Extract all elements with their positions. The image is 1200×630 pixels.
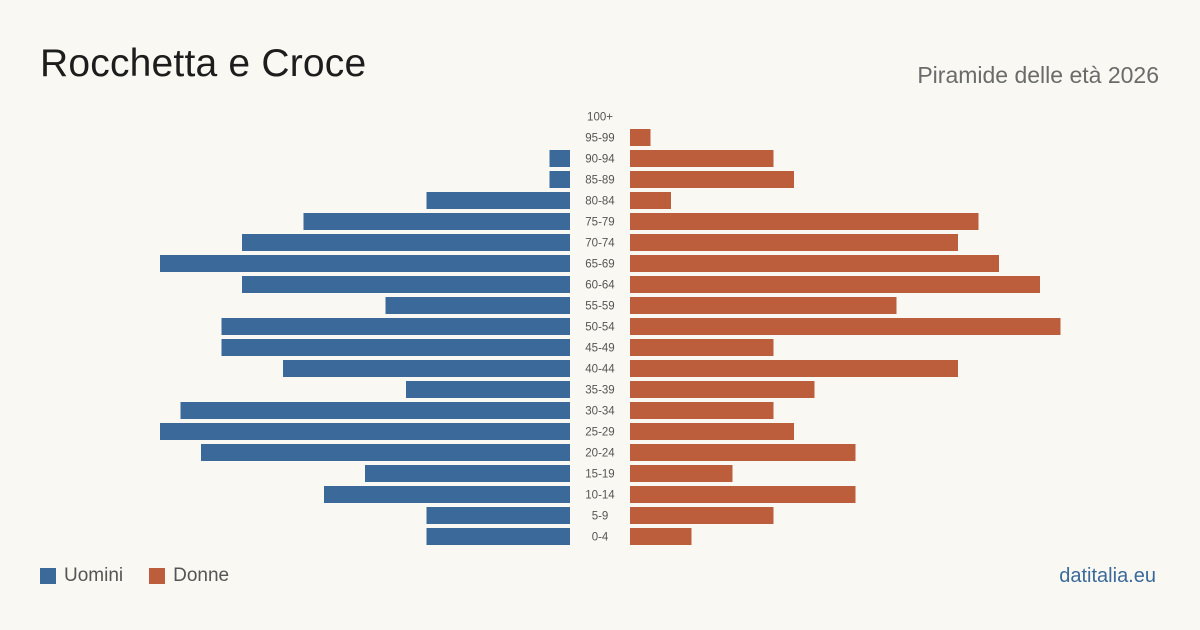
- age-label: 45-49: [585, 343, 614, 355]
- age-label: 75-79: [585, 217, 614, 229]
- bar-women: [630, 297, 897, 314]
- bar-men: [160, 423, 570, 440]
- age-label: 65-69: [585, 259, 614, 271]
- bar-women: [630, 255, 999, 272]
- bar-men: [303, 213, 570, 230]
- bar-men: [385, 297, 570, 314]
- brand-link[interactable]: datitalia.eu: [1059, 565, 1156, 587]
- bar-women: [630, 171, 794, 188]
- age-label: 15-19: [585, 469, 614, 481]
- age-label: 25-29: [585, 427, 614, 439]
- age-label: 10-14: [585, 490, 615, 502]
- bar-women: [630, 423, 794, 440]
- bar-men: [180, 402, 570, 419]
- bar-women: [630, 402, 774, 419]
- age-label: 100+: [587, 112, 613, 124]
- bar-men: [426, 507, 570, 524]
- bar-men: [365, 465, 570, 482]
- legend-item-women: Donne: [149, 565, 229, 587]
- bar-men: [201, 444, 570, 461]
- chart-subtitle: Piramide delle età 2026: [917, 62, 1159, 88]
- bar-men: [549, 171, 570, 188]
- age-label: 85-89: [585, 175, 614, 187]
- bar-women: [630, 129, 651, 146]
- bar-women: [630, 528, 692, 545]
- bar-women: [630, 339, 774, 356]
- bar-men: [160, 255, 570, 272]
- bar-men: [242, 276, 570, 293]
- bar-women: [630, 465, 733, 482]
- bar-women: [630, 360, 958, 377]
- bar-women: [630, 234, 958, 251]
- age-label: 35-39: [585, 385, 614, 397]
- legend-label-men: Uomini: [64, 565, 124, 586]
- legend-swatch-women: [149, 568, 166, 584]
- bar-men: [549, 150, 570, 167]
- age-label: 40-44: [585, 364, 615, 376]
- age-label: 5-9: [592, 511, 609, 523]
- age-label: 60-64: [585, 280, 615, 292]
- age-label: 95-99: [585, 133, 614, 145]
- bar-men: [283, 360, 570, 377]
- bar-men: [426, 528, 570, 545]
- bar-men: [324, 486, 570, 503]
- bar-men: [426, 192, 570, 209]
- bar-women: [630, 507, 774, 524]
- age-label: 50-54: [585, 322, 615, 334]
- bar-women: [630, 150, 774, 167]
- age-label: 90-94: [585, 154, 615, 166]
- legend-label-women: Donne: [173, 565, 230, 586]
- bar-women: [630, 444, 856, 461]
- bar-men: [221, 339, 570, 356]
- bar-women: [630, 381, 815, 398]
- bar-men: [406, 381, 570, 398]
- age-label: 30-34: [585, 406, 615, 418]
- age-label: 55-59: [585, 301, 614, 313]
- bar-women: [630, 213, 979, 230]
- age-label: 0-4: [592, 532, 609, 544]
- legend: Uomini Donne: [40, 565, 255, 587]
- bar-women: [630, 318, 1061, 335]
- age-label: 20-24: [585, 448, 615, 460]
- bar-women: [630, 192, 671, 209]
- age-label: 70-74: [585, 238, 615, 250]
- legend-item-men: Uomini: [40, 565, 123, 587]
- bar-women: [630, 276, 1040, 293]
- bar-men: [221, 318, 570, 335]
- page-title: Rocchetta e Croce: [40, 42, 367, 85]
- bar-men: [242, 234, 570, 251]
- bar-women: [630, 486, 856, 503]
- legend-swatch-men: [40, 568, 56, 584]
- age-label: 80-84: [585, 196, 615, 208]
